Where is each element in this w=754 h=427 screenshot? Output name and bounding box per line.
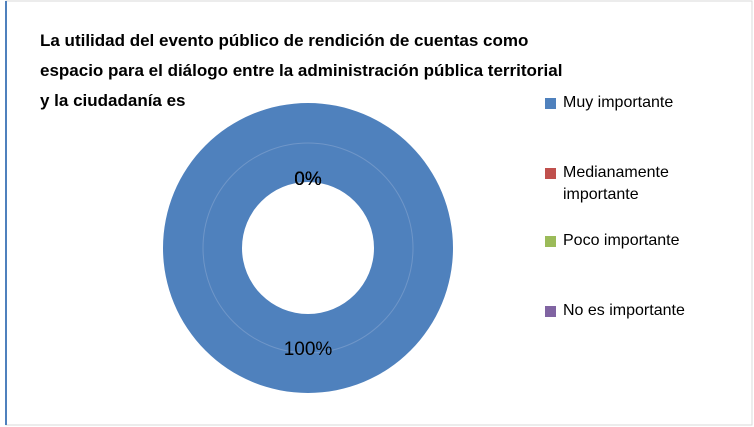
legend-label: Medianamente importante (563, 164, 669, 203)
data-label: 0% (294, 169, 322, 190)
legend-label: No es importante (563, 302, 685, 319)
slice (163, 103, 453, 393)
legend-swatch (545, 98, 556, 109)
legend-item: Medianamente importante (545, 162, 753, 206)
ring-divider (202, 142, 414, 354)
legend-label: Muy importante (563, 94, 674, 111)
legend-swatch (545, 236, 556, 247)
data-label: 0% (294, 169, 322, 190)
legend-item: Poco importante (545, 230, 753, 252)
legend-item: Muy importante (545, 92, 753, 114)
legend-swatch (545, 168, 556, 179)
data-label: 0% (294, 169, 322, 190)
data-label: 100% (284, 339, 333, 360)
legend-label: Poco importante (563, 232, 680, 249)
legend-item: No es importante (545, 300, 753, 322)
chart-title: La utilidad del evento público de rendic… (40, 31, 563, 110)
legend-swatch (545, 306, 556, 317)
